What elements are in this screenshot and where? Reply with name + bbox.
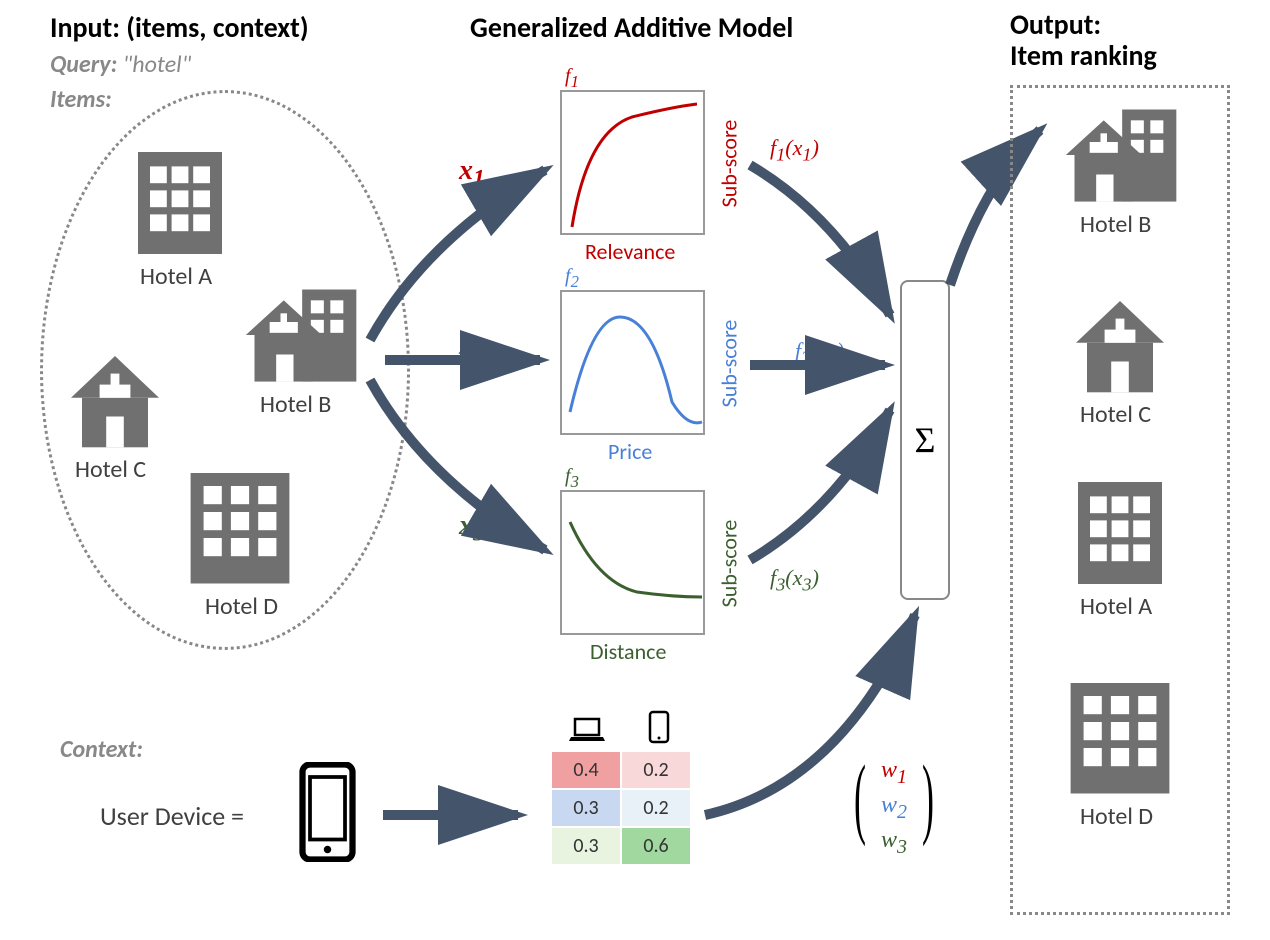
arrow-to-relevance (365, 140, 565, 360)
f3-sub: 3 (571, 472, 579, 491)
w1-sub: 1 (897, 766, 907, 788)
output-hotel-d-icon (1055, 670, 1185, 800)
sigma-symbol: Σ (915, 419, 936, 461)
laptop-icon (567, 715, 607, 745)
context-label: Context: (60, 735, 143, 764)
phone-small-icon (648, 710, 670, 744)
f1-label: f1 (565, 65, 579, 92)
arrow-relevance-to-sigma (745, 155, 905, 325)
wt-d2: 0.3 (551, 827, 621, 865)
wt-m1: 0.2 (621, 789, 691, 827)
chart-price (560, 290, 705, 435)
relevance-axis: Relevance (585, 238, 675, 265)
user-device-label: User Device = (100, 800, 244, 832)
w2: w2 (881, 790, 907, 825)
f3x3-argsub: 3 (802, 574, 811, 594)
weight-vector: ( w1 w2 w3 ) (845, 755, 943, 859)
output-r3-label: Hotel A (1080, 592, 1152, 621)
f2-label: f2 (565, 265, 579, 292)
wt-d1: 0.3 (551, 789, 621, 827)
heading-output: Output: Item ranking (1010, 10, 1157, 72)
building-icon (120, 140, 240, 260)
wt-m2: 0.6 (621, 827, 691, 865)
hotel-b-label: Hotel B (260, 390, 331, 419)
phone-icon (295, 762, 360, 862)
w1-w: w (881, 757, 897, 783)
items-label: Items: (50, 85, 112, 114)
sigma-box: Σ (900, 280, 950, 600)
arrow-distance-to-sigma (745, 400, 905, 570)
arrow-price-to-sigma (745, 355, 895, 375)
w2-sub: 2 (897, 801, 907, 823)
relevance-subscore: Sub-score (715, 120, 742, 208)
output-hotel-a-icon (1060, 470, 1180, 590)
f3-label: f3 (565, 465, 579, 492)
wt-m0: 0.2 (621, 751, 691, 789)
f2-sub: 2 (571, 272, 579, 291)
f1-sub: 1 (571, 72, 579, 91)
output-r1-label: Hotel B (1080, 210, 1151, 239)
heading-input: Input: (items, context) (50, 10, 309, 45)
w1: w1 (881, 755, 907, 790)
query-label-text: Query: (50, 50, 117, 79)
wt-d0: 0.4 (551, 751, 621, 789)
output-hotel-b-icon (1055, 100, 1185, 210)
f3x3-fsub: 3 (776, 574, 785, 594)
building-icon-2 (175, 460, 305, 590)
house-icon (55, 345, 175, 455)
hotel-d-label: Hotel D (205, 592, 278, 621)
chart-relevance (560, 90, 705, 235)
output-r2-label: Hotel C (1080, 400, 1151, 429)
output-r4-label: Hotel D (1080, 802, 1153, 831)
w3: w3 (881, 825, 907, 860)
query-value: "hotel" (123, 50, 192, 79)
chart-distance (560, 490, 705, 635)
arrow-phone-to-table (378, 805, 533, 825)
price-axis: Price (608, 438, 652, 465)
distance-axis: Distance (590, 638, 666, 665)
hotel-a-label: Hotel A (140, 262, 212, 291)
query-label: Query: "hotel" (50, 50, 191, 79)
output-hotel-c-icon (1060, 290, 1180, 400)
heading-gam: Generalized Additive Model (470, 10, 793, 45)
house-building-icon (235, 280, 365, 390)
w3-sub: 3 (897, 835, 907, 857)
w3-w: w (881, 827, 897, 853)
price-subscore: Sub-score (715, 320, 742, 408)
arrow-to-distance (365, 360, 565, 580)
weight-table: 0.4 0.2 0.3 0.2 0.3 0.6 (550, 750, 692, 866)
distance-subscore: Sub-score (715, 520, 742, 608)
hotel-c-label: Hotel C (75, 455, 146, 484)
w2-w: w (881, 792, 897, 818)
